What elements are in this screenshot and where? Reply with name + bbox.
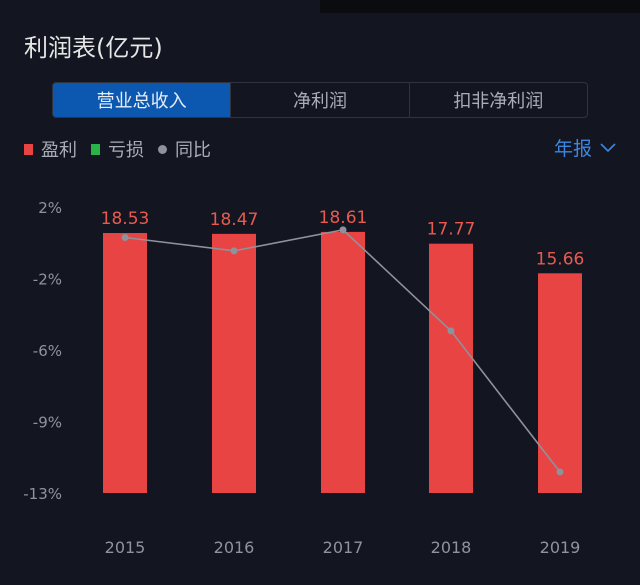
yoy-point-2018 [447,327,455,335]
y-tick-label: 2% [38,199,62,217]
bar-value-label: 17.77 [427,220,476,240]
x-tick-label: 2017 [323,538,364,557]
gray-dot-icon [158,144,167,154]
yoy-point-2017 [339,226,347,234]
bar-value-label: 18.53 [101,209,150,229]
y-tick-label: -13% [23,485,62,503]
legend-yoy: 同比 [158,136,211,162]
x-tick-label: 2019 [540,538,581,557]
bar-line-chart: 2% -2% -6% -9% -13% 18.53 2015 18.47 2016 18.61 20… [23,199,585,557]
y-tick-label: -2% [33,271,62,289]
legend-loss: 亏损 [91,136,144,162]
bar-2019 [538,273,582,493]
tab-bar: 营业总收入 净利润 扣非净利润 [52,82,588,118]
yoy-point-2016 [230,247,238,255]
y-tick-label: -9% [33,414,62,432]
x-tick-label: 2018 [431,538,472,557]
bar-2018 [429,243,473,493]
y-tick-label: -6% [33,342,62,360]
green-square-icon [91,143,100,155]
bar-2015 [103,233,147,493]
yoy-point-2015 [121,234,129,242]
legend: 盈利 亏损 同比 [24,136,225,162]
yoy-point-2019 [556,468,564,476]
period-selector[interactable]: 年报 [554,134,616,161]
bar-value-label: 15.66 [536,249,585,269]
x-tick-label: 2016 [214,538,255,557]
red-square-icon [24,143,33,155]
legend-yoy-label: 同比 [175,140,211,161]
chevron-down-icon [600,142,616,152]
legend-profit: 盈利 [24,136,77,162]
page-title: 利润表(亿元) [24,34,163,62]
tab-net-profit[interactable]: 净利润 [230,83,408,117]
period-label: 年报 [553,138,592,160]
bar-2016 [212,233,256,493]
bar-value-label: 18.61 [319,208,368,228]
tab-revenue[interactable]: 营业总收入 [53,83,231,117]
legend-profit-label: 盈利 [41,140,77,161]
tab-deducted-net-profit[interactable]: 扣非净利润 [408,83,587,117]
legend-loss-label: 亏损 [108,140,144,161]
x-tick-label: 2015 [105,538,146,557]
bar-2017 [321,231,365,493]
bar-value-label: 18.47 [210,210,259,230]
top-bar [320,0,640,13]
